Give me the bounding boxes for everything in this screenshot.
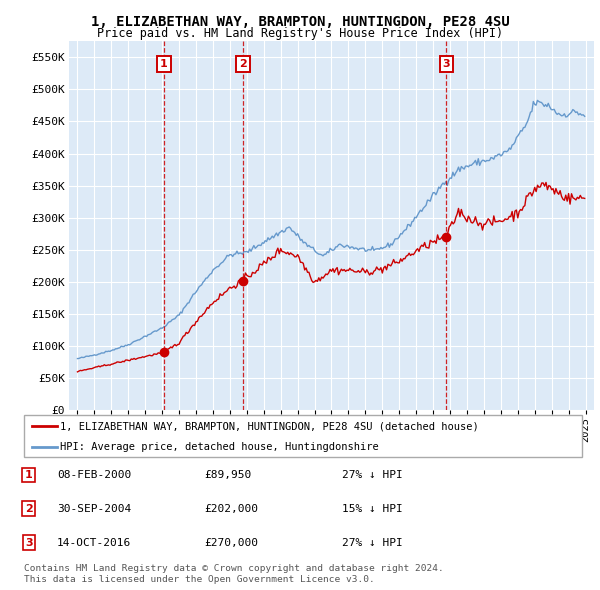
Text: 14-OCT-2016: 14-OCT-2016 [57,538,131,548]
Text: £89,950: £89,950 [204,470,251,480]
Text: Price paid vs. HM Land Registry's House Price Index (HPI): Price paid vs. HM Land Registry's House … [97,27,503,40]
Text: 1: 1 [160,59,168,69]
Text: 30-SEP-2004: 30-SEP-2004 [57,504,131,513]
Text: This data is licensed under the Open Government Licence v3.0.: This data is licensed under the Open Gov… [24,575,375,584]
Text: 3: 3 [443,59,451,69]
Text: 15% ↓ HPI: 15% ↓ HPI [342,504,403,513]
Text: £270,000: £270,000 [204,538,258,548]
Text: 2: 2 [239,59,247,69]
Text: 1, ELIZABETHAN WAY, BRAMPTON, HUNTINGDON, PE28 4SU: 1, ELIZABETHAN WAY, BRAMPTON, HUNTINGDON… [91,15,509,29]
Text: 27% ↓ HPI: 27% ↓ HPI [342,538,403,548]
Text: £202,000: £202,000 [204,504,258,513]
FancyBboxPatch shape [24,415,582,457]
Text: 08-FEB-2000: 08-FEB-2000 [57,470,131,480]
Text: Contains HM Land Registry data © Crown copyright and database right 2024.: Contains HM Land Registry data © Crown c… [24,565,444,573]
Text: 1, ELIZABETHAN WAY, BRAMPTON, HUNTINGDON, PE28 4SU (detached house): 1, ELIZABETHAN WAY, BRAMPTON, HUNTINGDON… [60,421,479,431]
Text: 27% ↓ HPI: 27% ↓ HPI [342,470,403,480]
Text: 2: 2 [25,504,32,513]
Text: 3: 3 [25,538,32,548]
Text: HPI: Average price, detached house, Huntingdonshire: HPI: Average price, detached house, Hunt… [60,442,379,451]
Bar [164,41,242,410]
Text: 1: 1 [25,470,32,480]
